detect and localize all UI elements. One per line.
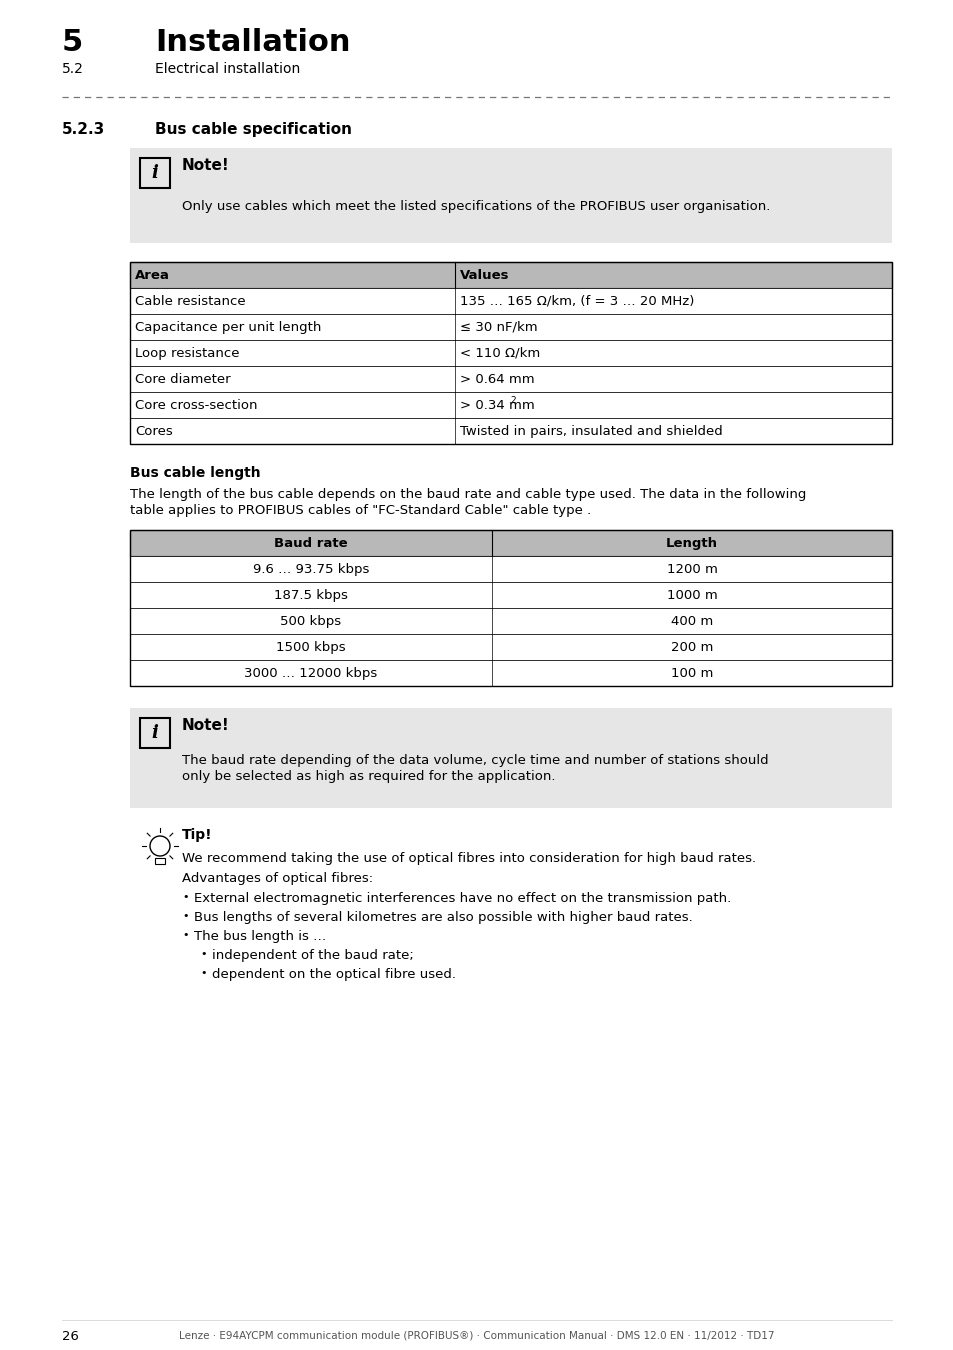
Text: independent of the baud rate;: independent of the baud rate;	[212, 949, 414, 963]
Text: The baud rate depending of the data volume, cycle time and number of stations sh: The baud rate depending of the data volu…	[182, 755, 768, 767]
Text: 5.2.3: 5.2.3	[62, 122, 105, 136]
Text: 100 m: 100 m	[670, 667, 713, 680]
Text: 5.2: 5.2	[62, 62, 84, 76]
Text: 135 … 165 Ω/km, (f = 3 … 20 MHz): 135 … 165 Ω/km, (f = 3 … 20 MHz)	[459, 296, 694, 308]
Circle shape	[150, 836, 170, 856]
Bar	[154, 859, 165, 864]
Text: The length of the bus cable depends on the baud rate and cable type used. The da: The length of the bus cable depends on t…	[130, 487, 805, 501]
Text: 1000 m: 1000 m	[666, 589, 717, 602]
Bar	[130, 262, 891, 288]
Text: 1500 kbps: 1500 kbps	[276, 641, 345, 653]
Text: 5: 5	[62, 28, 83, 57]
Text: Loop resistance: Loop resistance	[135, 347, 239, 360]
Bar	[130, 392, 891, 418]
Text: Cores: Cores	[135, 425, 172, 437]
Bar	[130, 608, 891, 634]
Bar	[140, 718, 170, 748]
Text: Length: Length	[665, 537, 718, 549]
Text: •: •	[182, 930, 189, 940]
Bar	[130, 531, 891, 686]
Bar	[130, 531, 891, 556]
Text: 2: 2	[510, 396, 515, 405]
Bar	[130, 634, 891, 660]
Text: dependent on the optical fibre used.: dependent on the optical fibre used.	[212, 968, 456, 981]
Bar	[130, 418, 891, 444]
Text: Note!: Note!	[182, 158, 230, 173]
Text: Capacitance per unit length: Capacitance per unit length	[135, 321, 321, 333]
Text: Electrical installation: Electrical installation	[154, 62, 300, 76]
Text: i: i	[152, 163, 158, 182]
Text: Advantages of optical fibres:: Advantages of optical fibres:	[182, 872, 373, 886]
Text: Core diameter: Core diameter	[135, 373, 231, 386]
Text: < 110 Ω/km: < 110 Ω/km	[459, 347, 539, 360]
Text: Baud rate: Baud rate	[274, 537, 348, 549]
Text: > 0.34 mm: > 0.34 mm	[459, 400, 535, 412]
Text: Note!: Note!	[182, 718, 230, 733]
Bar	[130, 582, 891, 608]
Bar	[130, 262, 891, 444]
Text: Bus lengths of several kilometres are also possible with higher baud rates.: Bus lengths of several kilometres are al…	[193, 911, 692, 923]
Bar	[130, 315, 891, 340]
Text: External electromagnetic interferences have no effect on the transmission path.: External electromagnetic interferences h…	[193, 892, 731, 904]
Bar	[130, 556, 891, 582]
Text: 500 kbps: 500 kbps	[280, 616, 341, 628]
Text: table applies to PROFIBUS cables of "FC-Standard Cable" cable type .: table applies to PROFIBUS cables of "FC-…	[130, 504, 591, 517]
Text: 187.5 kbps: 187.5 kbps	[274, 589, 348, 602]
Text: 9.6 … 93.75 kbps: 9.6 … 93.75 kbps	[253, 563, 369, 576]
Bar	[130, 660, 891, 686]
Text: Core cross-section: Core cross-section	[135, 400, 257, 412]
Text: Area: Area	[135, 269, 170, 282]
Text: •: •	[200, 949, 206, 958]
Text: Cable resistance: Cable resistance	[135, 296, 245, 308]
Text: > 0.64 mm: > 0.64 mm	[459, 373, 534, 386]
Text: Installation: Installation	[154, 28, 350, 57]
Text: Only use cables which meet the listed specifications of the PROFIBUS user organi: Only use cables which meet the listed sp…	[182, 200, 770, 213]
Text: We recommend taking the use of optical fibres into consideration for high baud r: We recommend taking the use of optical f…	[182, 852, 756, 865]
Text: ≤ 30 nF/km: ≤ 30 nF/km	[459, 321, 537, 333]
Text: •: •	[200, 968, 206, 977]
Bar	[140, 158, 170, 188]
Text: 1200 m: 1200 m	[666, 563, 717, 576]
Text: Lenze · E94AYCPM communication module (PROFIBUS®) · Communication Manual · DMS 1: Lenze · E94AYCPM communication module (P…	[179, 1330, 774, 1341]
Text: Values: Values	[459, 269, 509, 282]
Text: Twisted in pairs, insulated and shielded: Twisted in pairs, insulated and shielded	[459, 425, 722, 437]
Text: Bus cable length: Bus cable length	[130, 466, 260, 481]
Text: 200 m: 200 m	[670, 641, 713, 653]
Bar	[130, 288, 891, 315]
Text: 400 m: 400 m	[670, 616, 713, 628]
Text: Tip!: Tip!	[182, 828, 213, 842]
Text: The bus length is …: The bus length is …	[193, 930, 326, 944]
Text: Bus cable specification: Bus cable specification	[154, 122, 352, 136]
Bar	[130, 366, 891, 392]
Text: 3000 … 12000 kbps: 3000 … 12000 kbps	[244, 667, 377, 680]
Bar	[130, 340, 891, 366]
Bar	[130, 707, 891, 809]
Text: 26: 26	[62, 1330, 79, 1343]
Text: •: •	[182, 911, 189, 921]
Text: i: i	[152, 724, 158, 742]
Text: only be selected as high as required for the application.: only be selected as high as required for…	[182, 769, 555, 783]
Text: •: •	[182, 892, 189, 902]
Bar	[130, 148, 891, 243]
